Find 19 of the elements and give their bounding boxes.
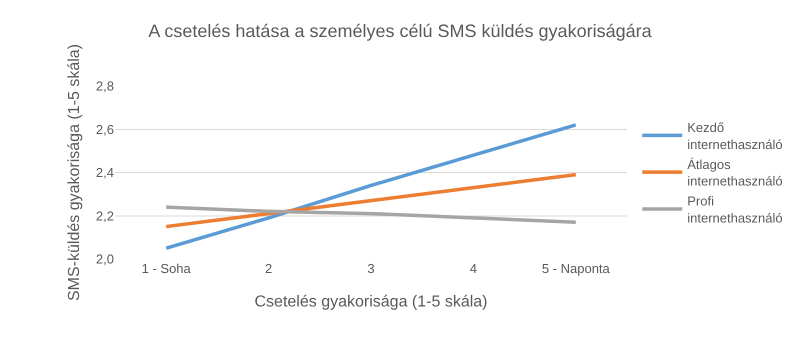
y-tick-label: 2,2 [96, 208, 114, 224]
y-tick-label: 2,6 [96, 122, 114, 137]
legend-label: Profi internethasználó [687, 194, 783, 226]
x-tick-label: 4 [470, 261, 478, 276]
legend-label: Kezdő internethasználó [687, 120, 783, 152]
line-series [164, 205, 578, 224]
y-axis-title: SMS-küldés gyakorisága (1-5 skála) [66, 44, 83, 301]
y-tick-label: 2,0 [96, 252, 114, 267]
chart-title: A csetelés hatása a személyes célú SMS küldés gyakoriságára [148, 20, 653, 41]
line-series [164, 172, 578, 228]
x-tick-label: 3 [367, 261, 375, 276]
line-series [164, 123, 578, 250]
x-tick-label: 2 [264, 261, 272, 276]
x-tick-label: 5 - Naponta [542, 261, 611, 276]
legend-label: Átlagos internethasználó [687, 156, 783, 189]
y-tick-label: 2,8 [96, 78, 114, 94]
y-tick-label: 2,4 [96, 165, 114, 180]
x-tick-label: 1 - Soha [142, 261, 192, 276]
x-axis-title: Csetelés gyakorisága (1-5 skála) [254, 294, 488, 311]
